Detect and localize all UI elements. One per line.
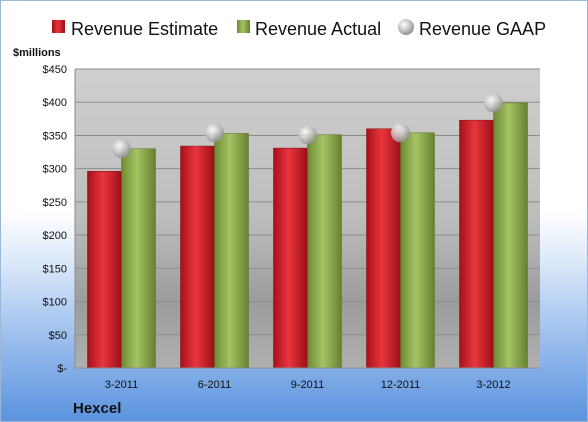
bar-revenue-actual <box>214 133 249 369</box>
y-tick-label: $100 <box>43 297 67 309</box>
marker-revenue-gaap <box>391 123 410 143</box>
gaap-markers <box>112 93 503 159</box>
y-tick-label: $150 <box>43 263 67 275</box>
x-axis: 3-2011 6-2011 9-2011 12-2011 3-2012 <box>75 367 540 391</box>
bar-revenue-actual <box>493 102 528 369</box>
legend-label-estimate: Revenue Estimate <box>71 19 218 39</box>
y-tick-label: $300 <box>43 164 67 176</box>
y-tick-label: $400 <box>43 97 67 109</box>
legend-swatch-gaap <box>398 19 414 35</box>
legend-item-gaap: Revenue GAAP <box>398 19 546 39</box>
legend-swatch-estimate <box>52 20 65 33</box>
bar-revenue-estimate <box>180 145 215 369</box>
legend-label-actual: Revenue Actual <box>255 19 381 39</box>
marker-revenue-gaap <box>112 139 131 159</box>
y-tick-label: $200 <box>43 230 67 242</box>
company-name: Hexcel <box>73 400 121 417</box>
y-axis: $- $50 $100 $150 $200 $250 $300 $350 $400 $450 <box>43 64 76 375</box>
legend-item-actual: Revenue Actual <box>237 19 381 39</box>
bar-revenue-estimate <box>459 119 494 369</box>
y-tick-label: $50 <box>49 330 67 342</box>
marker-revenue-gaap <box>484 93 503 113</box>
legend-swatch-actual <box>237 20 250 33</box>
bar-revenue-estimate <box>273 147 308 369</box>
x-tick-label: 3-2011 <box>105 379 138 391</box>
legend-item-estimate: Revenue Estimate <box>52 19 218 39</box>
bar-revenue-actual <box>121 148 156 369</box>
x-tick-label: 9-2011 <box>291 379 324 391</box>
y-axis-unit-label: $millions <box>13 47 61 59</box>
marker-revenue-gaap <box>298 125 317 145</box>
bar-revenue-actual <box>307 134 342 369</box>
y-tick-label: $450 <box>43 64 67 76</box>
legend: Revenue Estimate Revenue Actual Revenue … <box>52 19 546 39</box>
legend-label-gaap: Revenue GAAP <box>419 19 546 39</box>
bar-revenue-actual <box>400 132 435 369</box>
y-tick-label: $- <box>57 363 67 375</box>
y-tick-label: $250 <box>43 197 67 209</box>
x-tick-label: 12-2011 <box>381 379 421 391</box>
x-tick-label: 6-2011 <box>198 379 231 391</box>
marker-revenue-gaap <box>205 123 224 143</box>
x-tick-label: 3-2012 <box>476 379 510 391</box>
y-tick-label: $350 <box>43 130 67 142</box>
bar-revenue-estimate <box>87 171 122 369</box>
bar-revenue-estimate <box>366 128 401 369</box>
bars <box>87 102 528 369</box>
